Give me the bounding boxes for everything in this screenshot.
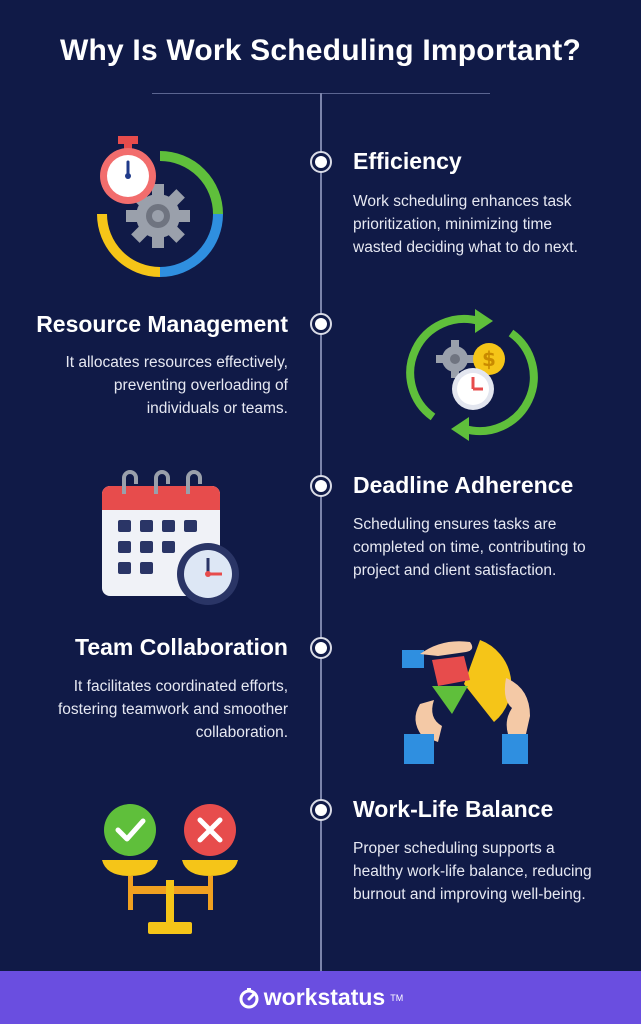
resource-cycle-icon: $: [406, 309, 538, 441]
timeline-dot-deadline: [310, 475, 332, 497]
section-body-balance: Proper scheduling supports a healthy work…: [353, 840, 592, 903]
section-heading-balance: Work-Life Balance: [353, 796, 554, 822]
stopwatch-logo-icon: [239, 987, 259, 1008]
section-heading-resource: Resource Management: [36, 311, 288, 337]
section-heading-efficiency: Efficiency: [353, 148, 462, 174]
calendar-clock-icon: [102, 470, 239, 605]
section-body-deadline: Scheduling ensures tasks are completed on…: [353, 516, 586, 579]
timeline-dot-balance: [310, 799, 332, 821]
footer-bar: workstatus TM: [0, 971, 641, 1024]
timeline-dot-efficiency: [310, 151, 332, 173]
section-body-efficiency: Work scheduling enhances task prioritizat…: [353, 193, 578, 256]
balance-scale-icon: [102, 804, 238, 934]
stopwatch-gear-icon: [97, 136, 223, 277]
svg-text:$: $: [482, 347, 496, 371]
hands-puzzle-icon: [402, 640, 530, 764]
section-body-resource: It allocates resources effectively, preve…: [65, 354, 288, 417]
brand-name: workstatus: [263, 984, 386, 1010]
section-body-collaboration: It facilitates coordinated efforts, foste…: [57, 678, 288, 741]
timeline-line: [320, 93, 322, 971]
page-title: Why Is Work Scheduling Important?: [59, 34, 582, 67]
timeline-dot-collaboration: [310, 637, 332, 659]
section-heading-collaboration: Team Collaboration: [75, 634, 288, 660]
timeline-dot-resource: [310, 313, 332, 335]
section-heading-deadline: Deadline Adherence: [353, 472, 574, 498]
brand-logo[interactable]: workstatus TM: [238, 984, 403, 1011]
brand-trademark: TM: [390, 992, 404, 1003]
